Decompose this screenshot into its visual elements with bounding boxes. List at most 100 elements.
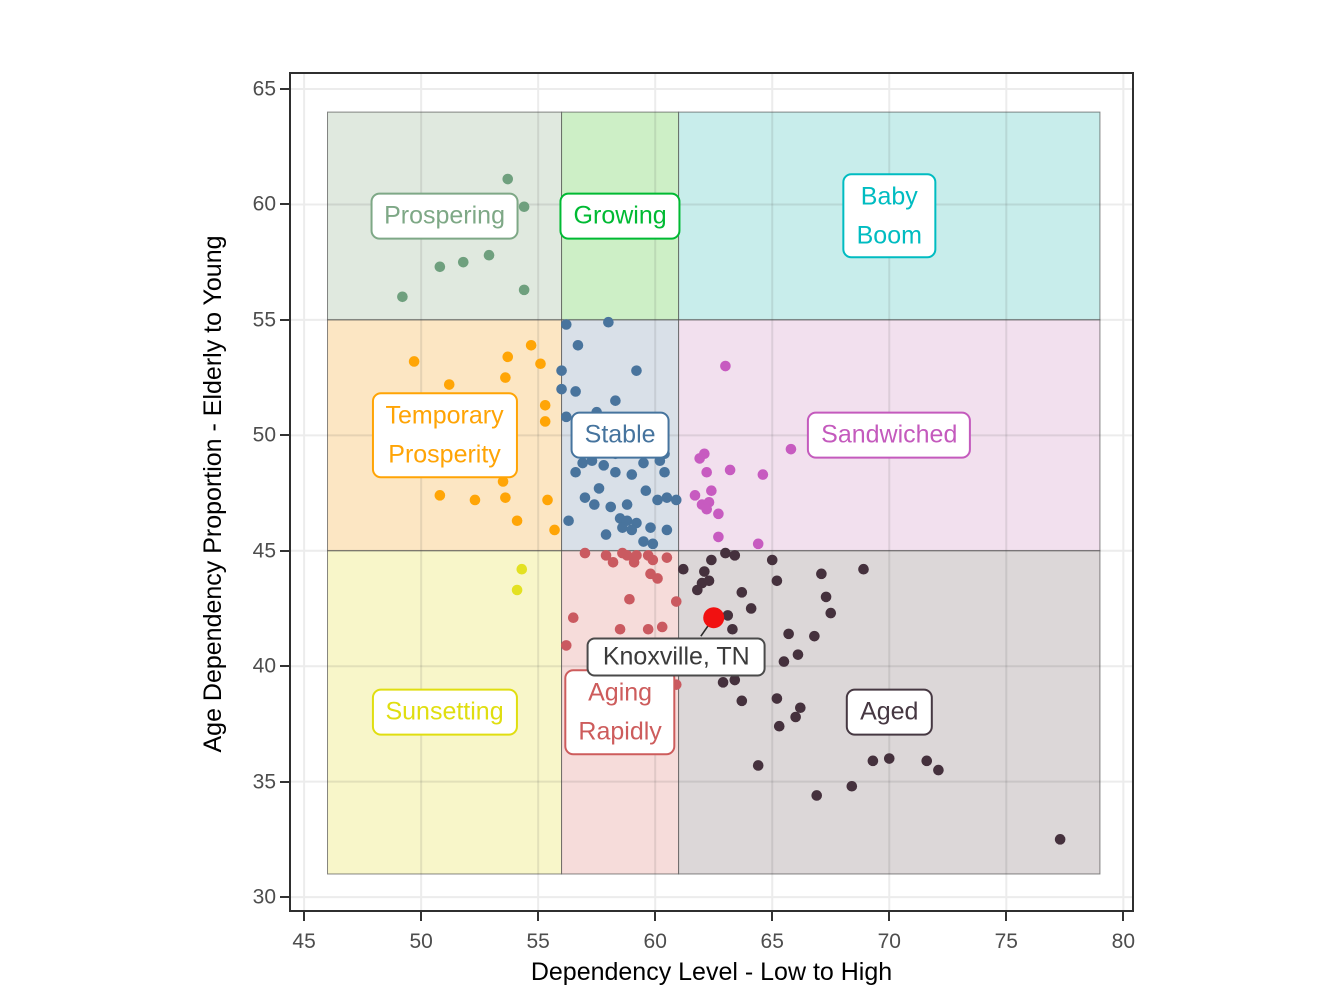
scatter-point-stable xyxy=(560,411,572,423)
x-axis-title: Dependency Level - Low to High xyxy=(530,958,893,986)
scatter-point-aged xyxy=(773,720,785,732)
y-axis-title: Age Dependency Proportion - Elderly to Y… xyxy=(199,235,227,753)
x-tick-label-75: 75 xyxy=(994,930,1018,953)
scatter-point-temporary-prosperity xyxy=(500,492,511,503)
region-label-growing: Growing xyxy=(559,192,681,240)
y-tick-label-50: 50 xyxy=(252,423,276,447)
scatter-point-aged xyxy=(752,760,764,771)
scatter-point-aging-rapidly xyxy=(567,612,579,624)
x-tick-label-45: 45 xyxy=(292,930,316,953)
scatter-point-temporary-prosperity xyxy=(408,356,420,367)
scatter-point-aged xyxy=(692,584,703,596)
scatter-point-temporary-prosperity xyxy=(497,476,509,487)
region-label-stable: Stable xyxy=(570,411,670,459)
scatter-point-aged xyxy=(771,575,783,587)
region-label-sandwiched: Sandwiched xyxy=(807,411,972,459)
scatter-point-temporary-prosperity xyxy=(535,358,546,370)
scatter-point-stable xyxy=(645,522,656,533)
x-tick-mark-60 xyxy=(654,912,657,921)
scatter-point-stable xyxy=(556,365,567,376)
scatter-point-sandwiched xyxy=(724,464,736,476)
x-tick-mark-45 xyxy=(303,912,306,921)
scatter-point-aged xyxy=(745,603,757,614)
scatter-point-stable xyxy=(570,386,581,397)
y-tick-label-35: 35 xyxy=(252,770,276,794)
scatter-point-temporary-prosperity xyxy=(434,490,446,501)
region-label-aged: Aged xyxy=(846,688,933,736)
region-label-baby-boom: Baby Boom xyxy=(842,173,936,259)
region-label-prospering: Prospering xyxy=(370,192,519,240)
x-tick-label-80: 80 xyxy=(1111,930,1136,953)
scatter-point-aged xyxy=(809,630,820,642)
scatter-point-temporary-prosperity xyxy=(502,351,514,363)
scatter-point-aged xyxy=(729,674,741,686)
scatter-point-aging-rapidly xyxy=(631,550,642,561)
scatter-point-stable xyxy=(589,499,600,510)
scatter-point-temporary-prosperity xyxy=(525,339,537,351)
scatter-point-aging-rapidly xyxy=(670,596,682,607)
scatter-point-aged xyxy=(790,711,801,723)
scatter-point-stable xyxy=(577,457,588,469)
scatter-point-sandwiched xyxy=(752,538,764,550)
scatter-point-stable xyxy=(598,460,610,471)
scatter-point-stable xyxy=(661,524,673,536)
scatter-point-aged xyxy=(722,610,734,621)
scatter-point-stable xyxy=(638,536,649,547)
scatter-point-stable xyxy=(652,494,663,506)
y-tick-label-60: 60 xyxy=(252,192,276,216)
scatter-point-aged xyxy=(766,554,778,566)
scatter-point-stable xyxy=(626,469,638,480)
scatter-point-stable xyxy=(626,524,638,536)
y-tick-mark-30 xyxy=(280,896,289,899)
scatter-point-aged xyxy=(816,568,827,580)
y-tick-label-45: 45 xyxy=(252,539,276,563)
scatter-point-temporary-prosperity xyxy=(469,494,481,506)
scatter-point-sunsetting xyxy=(511,584,523,596)
y-tick-mark-60 xyxy=(280,203,289,206)
scatter-point-sandwiched xyxy=(720,360,731,372)
x-tick-mark-80 xyxy=(1122,912,1125,921)
scatter-point-sandwiched xyxy=(701,466,713,478)
scatter-point-stable xyxy=(647,538,659,550)
scatter-point-aged xyxy=(783,628,794,640)
scatter-point-prospering xyxy=(502,173,514,185)
scatter-point-stable xyxy=(617,522,628,533)
scatter-point-aged xyxy=(778,656,790,667)
scatter-point-aged xyxy=(825,607,837,619)
scatter-point-aging-rapidly xyxy=(614,623,626,635)
scatter-point-prospering xyxy=(518,201,530,213)
scatter-point-sandwiched xyxy=(713,508,724,520)
scatter-point-stable xyxy=(603,316,614,328)
scatter-point-prospering xyxy=(397,291,408,303)
annotation-label-knoxville: Knoxville, TN xyxy=(586,637,766,677)
scatter-point-temporary-prosperity xyxy=(511,515,523,527)
scatter-point-aging-rapidly xyxy=(621,550,633,561)
y-tick-mark-55 xyxy=(280,318,289,321)
x-tick-mark-50 xyxy=(420,912,423,921)
scatter-point-aged xyxy=(858,563,869,575)
x-tick-mark-65 xyxy=(771,912,774,921)
scatter-point-prospering xyxy=(483,249,495,261)
scatter-point-aged xyxy=(883,753,895,764)
scatter-point-aged xyxy=(921,755,933,767)
y-tick-label-65: 65 xyxy=(252,77,276,101)
scatter-point-sandwiched xyxy=(706,485,717,497)
x-tick-label-50: 50 xyxy=(409,930,433,953)
x-tick-label-70: 70 xyxy=(877,930,901,953)
region-label-temporary-prosperity: Temporary Prosperity xyxy=(371,392,518,479)
scatter-point-aged xyxy=(792,649,804,660)
scatter-point-sandwiched xyxy=(757,469,769,480)
scatter-point-stable xyxy=(563,515,574,527)
scatter-point-stable xyxy=(670,494,682,506)
region-label-aging-rapidly: Aging Rapidly xyxy=(564,669,676,756)
scatter-point-stable xyxy=(661,492,673,503)
scatter-point-aged xyxy=(846,780,858,792)
scatter-point-stable xyxy=(659,466,670,478)
scatter-point-aged xyxy=(736,587,748,598)
scatter-point-stable xyxy=(631,365,642,376)
scatter-point-aged xyxy=(867,755,879,767)
scatter-point-temporary-prosperity xyxy=(549,524,560,536)
scatter-point-aging-rapidly xyxy=(600,550,612,561)
x-tick-label-65: 65 xyxy=(760,930,784,953)
